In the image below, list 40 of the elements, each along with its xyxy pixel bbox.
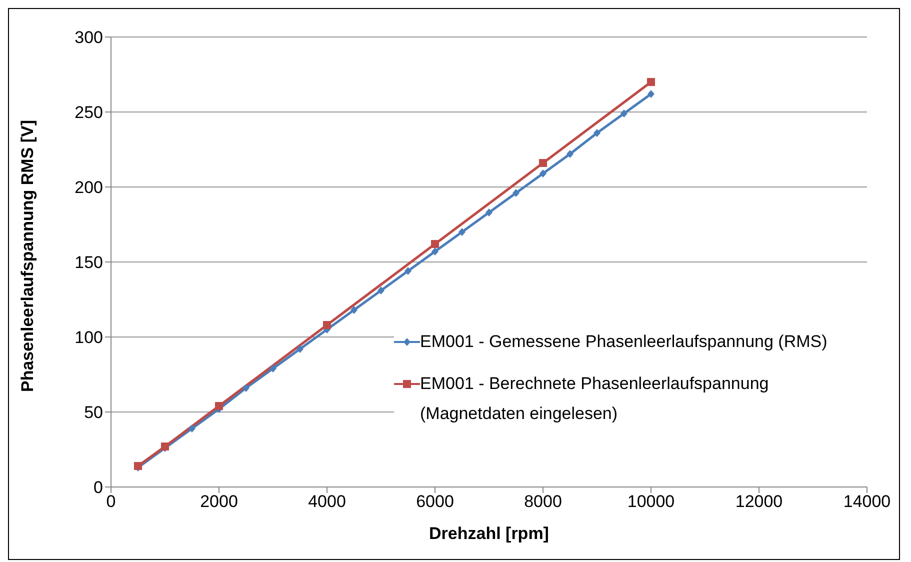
legend-label: EM001 - Berechnete Phasenleerlaufspannung (Magnetdaten eingelesen)	[420, 373, 770, 425]
point	[620, 110, 628, 118]
x-tick-label: 14000	[843, 492, 891, 512]
x-tick-label: 4000	[308, 492, 346, 512]
y-tick-label: 100	[74, 328, 103, 348]
point	[270, 364, 276, 372]
point	[647, 78, 655, 86]
x-tick-label: 8000	[524, 492, 562, 512]
point	[539, 159, 547, 167]
point	[486, 208, 492, 216]
y-tick-label: 0	[94, 478, 103, 498]
point	[594, 129, 600, 137]
point	[431, 240, 439, 248]
x-tick-label: 10000	[627, 492, 675, 512]
y-tick-label: 250	[74, 103, 103, 122]
point	[378, 286, 384, 294]
x-tick-label: 0	[106, 492, 116, 512]
x-tick-label: 12000	[735, 492, 783, 512]
point	[350, 306, 358, 314]
point	[296, 345, 304, 353]
y-tick-label: 300	[74, 28, 103, 48]
y-tick-label: 50	[84, 403, 103, 422]
point	[540, 170, 546, 178]
point	[432, 248, 438, 256]
point	[242, 384, 250, 392]
point	[458, 228, 466, 236]
point	[215, 402, 223, 410]
point	[512, 189, 520, 197]
y-axis-title: Phasenleerlaufspannung RMS [V]	[18, 120, 38, 392]
point	[323, 321, 331, 329]
x-tick-label: 2000	[200, 492, 238, 512]
x-tick-label: 6000	[416, 492, 454, 512]
legend-label: EM001 - Gemessene Phasenleerlaufspannung (RMS)	[420, 331, 828, 353]
x-axis-title: Drehzahl [rpm]	[429, 524, 549, 543]
point	[188, 424, 196, 432]
point	[648, 90, 654, 98]
point	[566, 150, 574, 158]
y-tick-label: 200	[74, 178, 103, 198]
point	[404, 267, 412, 275]
y-tick-label: 150	[74, 253, 103, 272]
